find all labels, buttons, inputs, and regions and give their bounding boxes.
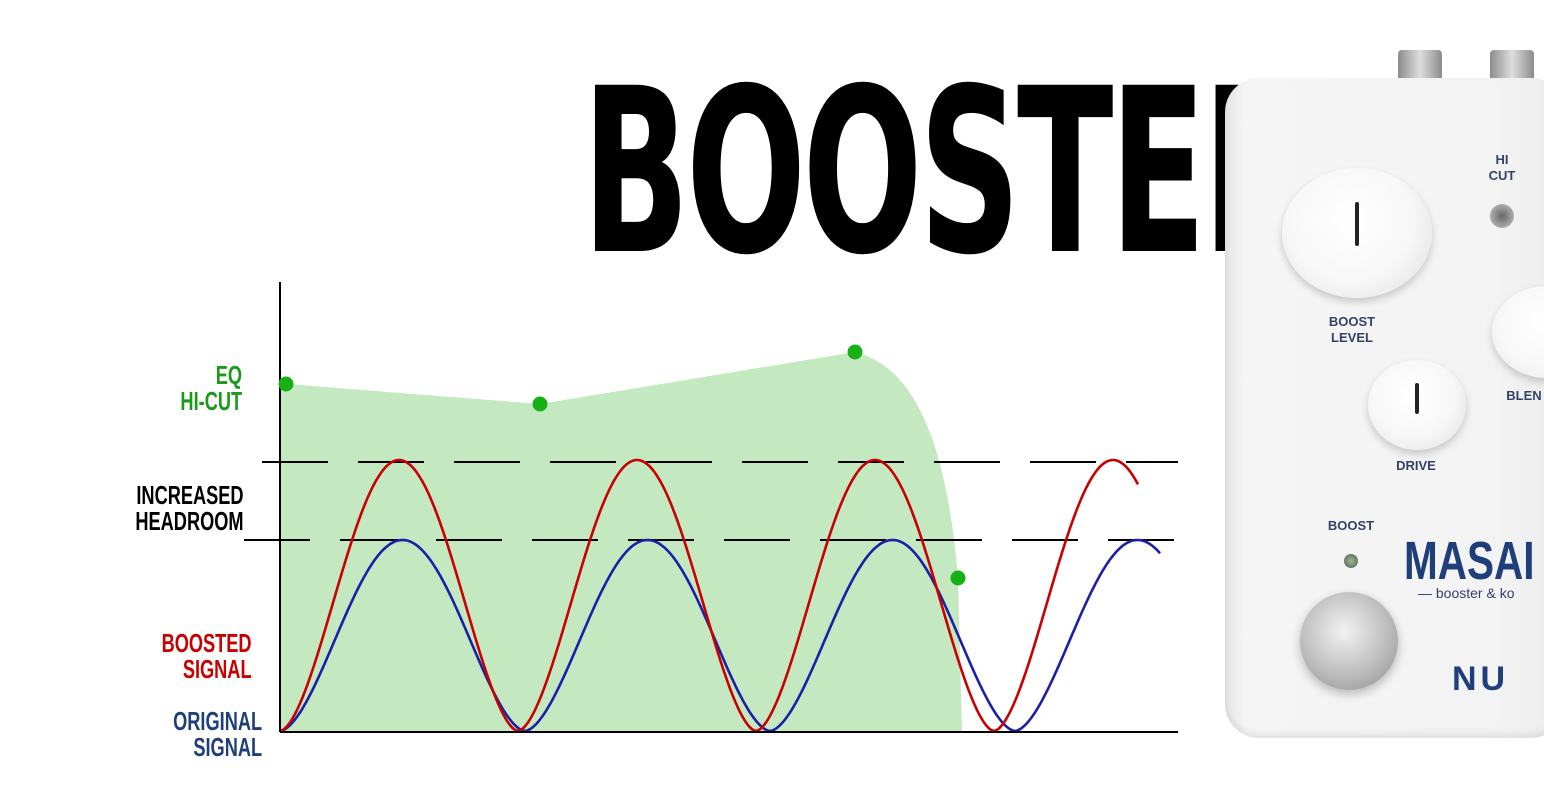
original-label-line1: ORIGINAL — [173, 706, 262, 736]
boost-level-line1: BOOST — [1328, 314, 1376, 329]
boost-footswitch[interactable] — [1300, 592, 1398, 690]
page-title: BOOSTER — [582, 39, 1311, 305]
headroom-label-line1: INCREASED — [136, 480, 244, 510]
boost-led-label: BOOST — [1327, 518, 1375, 533]
hi-cut-label: HI CUT — [1480, 152, 1524, 184]
signal-diagram — [244, 282, 1178, 733]
eq-point-2 — [532, 396, 548, 412]
boost-level-label: BOOST LEVEL — [1312, 314, 1392, 346]
original-label-line2: SIGNAL — [193, 732, 262, 762]
original-signal-wave — [279, 538, 1161, 733]
boosted-signal-wave — [279, 458, 1140, 733]
eq-points — [278, 344, 966, 586]
pedal-brand: MASAI — [1404, 531, 1535, 591]
boost-led — [1344, 554, 1358, 568]
boosted-signal-label: BOOSTED SIGNAL — [162, 630, 252, 682]
eq-point-3 — [847, 344, 863, 360]
eq-hi-cut-area — [280, 352, 962, 731]
boosted-label-line2: SIGNAL — [183, 654, 252, 684]
eq-point-4 — [950, 570, 966, 586]
eq-point-1 — [278, 376, 294, 392]
drive-knob[interactable] — [1368, 360, 1466, 450]
hi-cut-line2: CUT — [1488, 168, 1516, 183]
eq-label-line2: HI-CUT — [180, 386, 242, 416]
drive-label: DRIVE — [1396, 458, 1436, 473]
hi-cut-toggle[interactable] — [1490, 204, 1514, 228]
hi-cut-line1: HI — [1495, 152, 1509, 167]
boosted-label-line1: BOOSTED — [161, 628, 252, 658]
pedal-maker-logo: NU — [1452, 660, 1510, 698]
pedal-subtitle: — booster & ko — [1418, 585, 1515, 601]
blend-label: BLEN — [1506, 388, 1542, 403]
headroom-label-line2: HEADROOM — [135, 506, 244, 536]
boost-level-knob[interactable] — [1282, 168, 1432, 298]
eq-hi-cut-label: EQ HI-CUT — [180, 362, 242, 414]
original-signal-label: ORIGINAL SIGNAL — [173, 708, 262, 760]
eq-label-line1: EQ — [215, 360, 242, 390]
boost-level-line2: LEVEL — [1331, 330, 1373, 345]
increased-headroom-label: INCREASED HEADROOM — [136, 482, 244, 534]
